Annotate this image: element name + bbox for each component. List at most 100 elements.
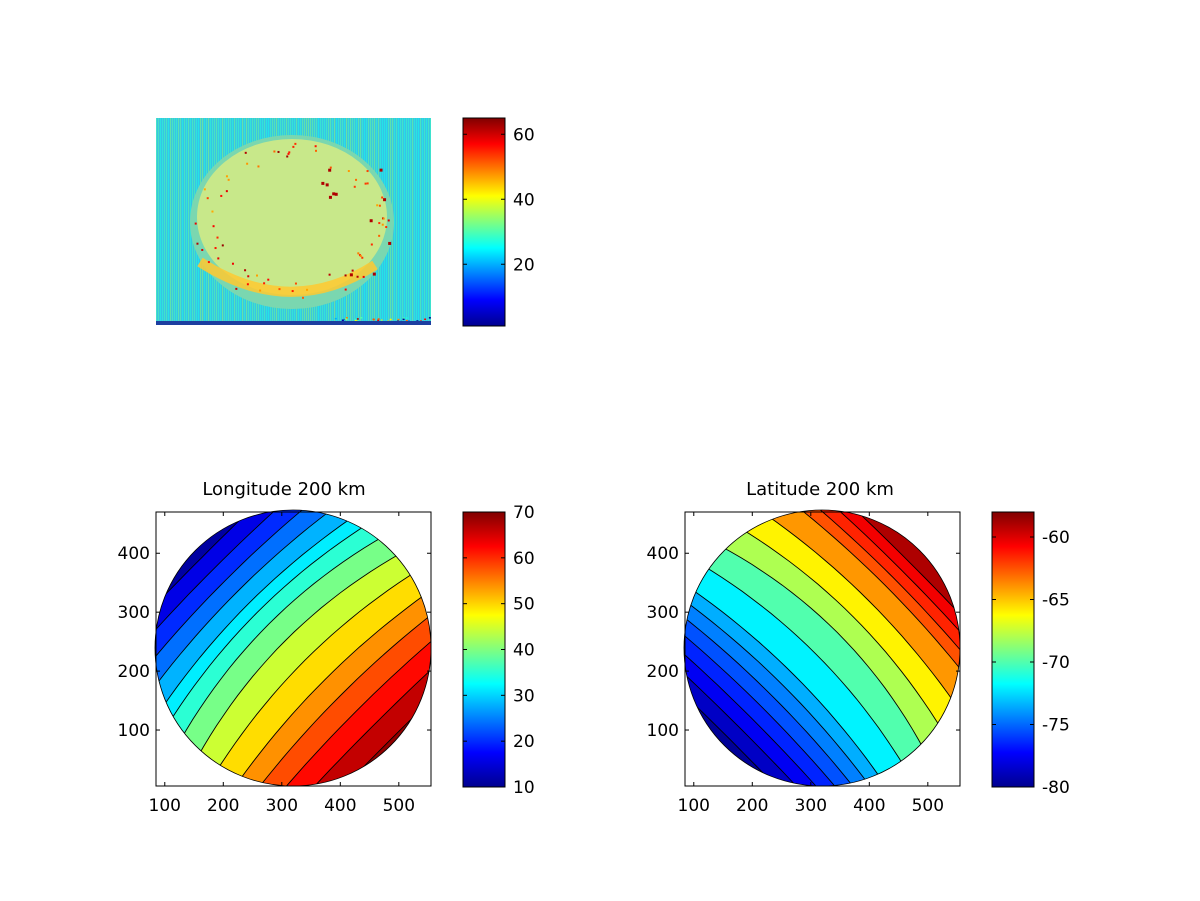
longitude-x-ticks: 100 200 300 400 500	[149, 512, 415, 816]
noise-stripe	[430, 118, 431, 325]
limb-arc	[197, 257, 378, 297]
hot-pixel	[194, 222, 197, 225]
hot-pixel	[227, 178, 230, 181]
hot-pixel	[345, 317, 348, 319]
longitude-contours	[155, 510, 431, 786]
hot-pixel	[273, 150, 276, 153]
noise-stripe	[166, 118, 168, 325]
noise-stripe	[178, 118, 180, 325]
hot-pixel	[359, 254, 362, 257]
hot-pixel	[225, 190, 228, 193]
hot-pixel	[267, 278, 270, 281]
hot-pixel	[388, 241, 392, 245]
longitude-y-ticks: 100 200 300 400	[118, 544, 431, 741]
hot-pixel	[424, 318, 427, 321]
hot-pixel	[341, 319, 344, 321]
contour-line	[684, 591, 879, 786]
hot-pixel	[389, 318, 392, 321]
noise-stripe	[408, 118, 410, 325]
hot-pixel	[291, 290, 294, 293]
image-bottom-line	[156, 321, 431, 325]
hot-pixel	[370, 243, 373, 246]
hot-pixel	[328, 195, 332, 199]
contour-line	[155, 510, 308, 663]
hot-pixel	[369, 219, 373, 223]
hot-pixel	[376, 204, 379, 207]
longitude-colorbar	[462, 511, 506, 788]
hot-pixel	[349, 273, 353, 277]
noise-stripe	[402, 118, 404, 325]
contour-line	[156, 511, 362, 717]
noise-stripe	[414, 118, 416, 325]
longitude-title: Longitude 200 km	[202, 479, 365, 500]
contour-line	[258, 613, 431, 786]
noise-stripe	[174, 118, 176, 325]
hot-pixel	[356, 318, 359, 320]
contour-line	[214, 569, 420, 775]
hot-pixel	[344, 288, 347, 291]
noise-stripe	[424, 118, 426, 325]
contour-line	[231, 586, 431, 786]
hot-pixel	[259, 289, 262, 292]
disk-body	[197, 139, 387, 295]
hot-pixel	[353, 185, 356, 188]
hot-pixel	[263, 282, 266, 285]
contour-line	[756, 510, 960, 714]
hot-pixel	[256, 274, 259, 277]
y-tick-label: 400	[118, 544, 150, 564]
noise-stripe	[176, 118, 178, 325]
hot-pixel	[203, 188, 206, 191]
noise-stripe	[422, 118, 424, 325]
hot-pixel	[278, 288, 281, 291]
noise-stripe	[406, 118, 408, 325]
hot-pixel	[344, 318, 347, 320]
contour-line	[684, 638, 832, 786]
hot-pixel	[385, 226, 388, 229]
x-tick-label: 200	[736, 796, 768, 816]
colorbar-tick-label: 50	[513, 595, 535, 615]
hot-pixel	[357, 252, 360, 255]
contour-line	[784, 510, 960, 686]
hot-pixel	[286, 155, 289, 158]
hot-pixel	[357, 320, 360, 322]
noise-stripe	[182, 118, 184, 325]
noise-stripe	[156, 118, 158, 325]
hot-pixel	[217, 257, 220, 260]
contour-line	[775, 510, 960, 695]
x-tick-label: 300	[266, 796, 298, 816]
hot-pixel	[244, 151, 247, 154]
x-tick-label: 500	[383, 796, 415, 816]
y-tick-label: 100	[118, 721, 150, 741]
longitude-axes-box	[155, 511, 432, 787]
hot-pixel	[366, 182, 369, 185]
hot-pixel	[356, 275, 359, 278]
colorbar-tick-label: 60	[513, 125, 535, 145]
hot-pixel	[378, 204, 381, 207]
hot-pixel	[405, 319, 408, 322]
x-tick-label: 400	[324, 796, 356, 816]
longitude-colorbar-ticks: 10 20 30 40 50 60 70	[463, 503, 535, 798]
colorbar-tick-label: -65	[1042, 591, 1070, 611]
hot-pixel	[377, 318, 380, 320]
colorbar-tick-label: 60	[513, 549, 535, 569]
noise-stripe	[172, 118, 174, 325]
hot-pixel	[294, 142, 297, 145]
contour-line	[155, 510, 335, 690]
contour-line	[272, 627, 431, 786]
hot-pixel	[247, 275, 250, 278]
hot-pixel	[246, 162, 249, 165]
latitude-y-ticks: 100 200 300 400	[647, 544, 960, 741]
x-tick-label: 400	[853, 796, 885, 816]
noise-stripe	[160, 118, 162, 325]
contour-line	[700, 563, 907, 770]
colorbar-tick-label: 20	[513, 732, 535, 752]
hot-pixel	[428, 317, 431, 319]
noise-stripe	[410, 118, 412, 325]
y-tick-label: 300	[118, 603, 150, 623]
hot-pixel	[347, 170, 350, 173]
contour-line	[155, 510, 321, 676]
y-tick-label: 200	[118, 662, 150, 682]
hot-pixel	[379, 168, 383, 172]
hot-pixel	[382, 217, 385, 220]
latitude-x-ticks: 100 200 300 400 500	[678, 512, 944, 816]
